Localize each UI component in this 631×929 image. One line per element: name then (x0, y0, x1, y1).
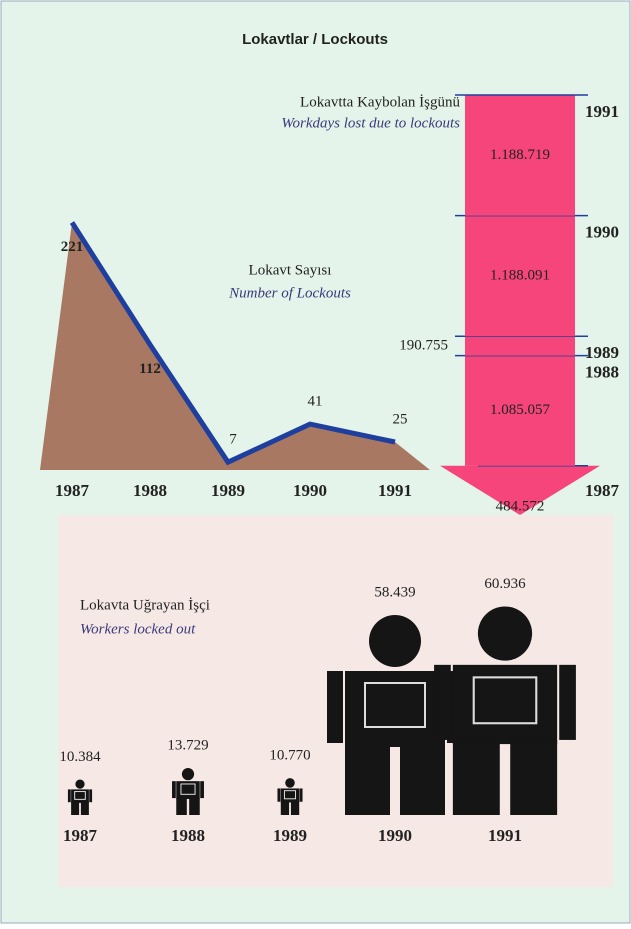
data-label: 13.729 (167, 737, 208, 753)
arrow-segment (465, 215, 575, 337)
head (181, 768, 195, 781)
worker-figure (434, 606, 576, 815)
leg (345, 743, 390, 815)
category-label: 1988 (585, 363, 619, 382)
arm (200, 781, 204, 799)
leg (452, 739, 500, 815)
data-label: 41 (308, 394, 323, 410)
arm (277, 788, 281, 802)
leg (176, 798, 187, 815)
data-label: 10.770 (269, 748, 310, 764)
x-tick-label: 1988 (133, 481, 167, 500)
head (285, 778, 295, 788)
category-label: 1987 (585, 481, 620, 500)
bib (74, 791, 86, 800)
arrow-segment (465, 355, 575, 466)
arm (327, 671, 343, 743)
arrow-head (440, 465, 600, 515)
data-label: 60.936 (484, 576, 526, 592)
x-tick-label: 1989 (211, 481, 245, 500)
data-label: 1.085.057 (490, 402, 551, 418)
data-label: 10.384 (59, 749, 101, 765)
bib (180, 783, 196, 795)
data-label: 1.188.719 (490, 147, 550, 163)
leg (71, 802, 80, 815)
arm (434, 664, 451, 740)
bib (283, 790, 297, 800)
leg (510, 739, 558, 815)
x-tick-label: 1989 (273, 826, 307, 845)
arm (67, 789, 71, 803)
worker-figure (277, 778, 303, 815)
x-tick-label: 1991 (378, 481, 412, 500)
chart-subtitle: Number of Lockouts (228, 285, 351, 301)
bib (472, 676, 538, 725)
arrow-segment (465, 336, 575, 356)
x-tick-label: 1988 (171, 826, 205, 845)
arm (89, 789, 93, 803)
leg (400, 743, 445, 815)
area (40, 222, 430, 470)
data-label: 112 (139, 361, 161, 377)
arrow-segment (465, 95, 575, 216)
area-line (69, 221, 396, 466)
data-label: 25 (393, 411, 408, 427)
category-label: 1989 (585, 343, 619, 362)
leg (280, 801, 290, 815)
x-tick-label: 1987 (55, 481, 90, 500)
bib (364, 682, 426, 728)
head (75, 779, 85, 789)
data-label: 190.755 (399, 337, 448, 353)
arm (172, 781, 176, 799)
leg (189, 798, 200, 815)
head (477, 606, 533, 661)
chart-title: Lokavtta Kaybolan İşgünü (300, 94, 460, 110)
data-label: 484.572 (496, 498, 545, 514)
leg (290, 801, 300, 815)
x-tick-label: 1990 (378, 826, 412, 845)
data-label: 58.439 (374, 584, 415, 600)
x-tick-label: 1987 (63, 826, 98, 845)
data-label: 221 (61, 239, 84, 255)
category-label: 1990 (585, 223, 619, 242)
data-label: 7 (229, 432, 237, 448)
category-label: 1991 (585, 102, 619, 121)
chart-title: Lokavt Sayısı (249, 262, 332, 278)
x-tick-label: 1991 (488, 826, 522, 845)
data-label: 1.188.091 (490, 267, 550, 283)
title: Lokavtlar / Lockouts (242, 31, 388, 48)
x-tick-label: 1990 (293, 481, 327, 500)
leg (80, 802, 89, 815)
worker-figure (172, 768, 204, 815)
chart-subtitle: Workdays lost due to lockouts (281, 115, 460, 131)
worker-figure (67, 779, 93, 815)
chart-title: Lokavta Uğrayan İşçi (80, 597, 210, 613)
arm (299, 788, 303, 802)
head (369, 615, 421, 667)
arm (559, 664, 576, 740)
chart-subtitle: Workers locked out (80, 621, 196, 637)
